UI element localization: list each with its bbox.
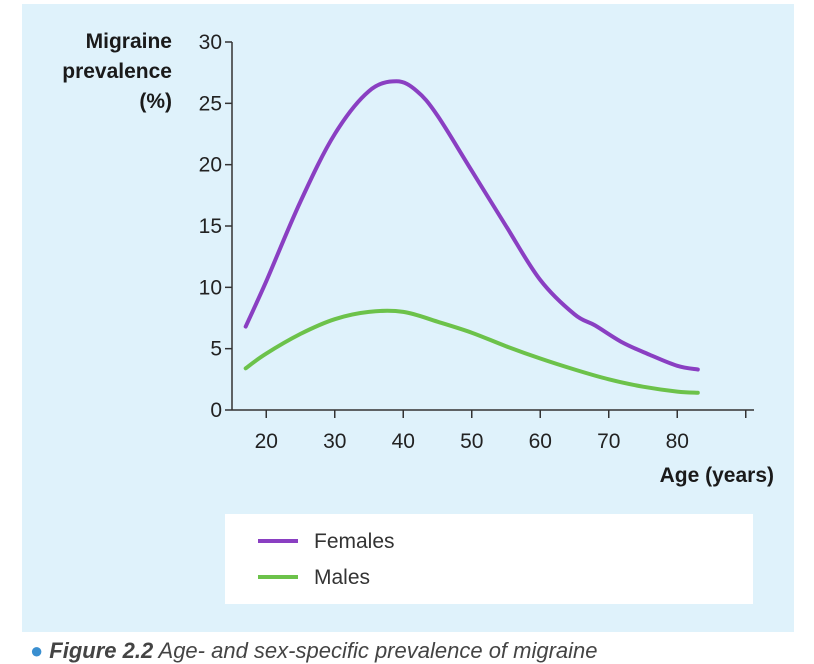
legend-label-females: Females xyxy=(314,530,395,553)
y-axis-title-line: prevalence xyxy=(62,60,172,83)
x-tick-label: 40 xyxy=(392,430,415,453)
x-tick-label: 80 xyxy=(666,430,689,453)
x-tick-label: 50 xyxy=(460,430,483,453)
x-tick-label: 30 xyxy=(323,430,346,453)
y-axis-title-line: Migraine xyxy=(86,30,172,53)
y-tick-label: 15 xyxy=(199,215,222,238)
y-tick-label: 0 xyxy=(210,399,222,422)
y-tick-label: 10 xyxy=(199,276,222,299)
series-line-females xyxy=(243,79,700,372)
y-axis-title-line: (%) xyxy=(139,90,172,113)
x-axis-title: Age (years) xyxy=(660,464,774,487)
figure-caption: ● Figure 2.2 Age- and sex-specific preval… xyxy=(30,638,598,664)
series-line-males xyxy=(243,308,700,395)
y-tick-label: 20 xyxy=(199,154,222,177)
y-tick-label: 25 xyxy=(199,92,222,115)
x-tick-label: 20 xyxy=(255,430,278,453)
x-tick-label: 60 xyxy=(529,430,552,453)
x-tick-label: 70 xyxy=(597,430,620,453)
chart-panel: 05101520253020304050607080100Migrainepre… xyxy=(22,4,794,632)
y-tick-label: 30 xyxy=(199,31,222,54)
bullet-icon: ● xyxy=(30,638,44,663)
migraine-prevalence-chart: 05101520253020304050607080100Migrainepre… xyxy=(62,30,774,604)
legend-box xyxy=(225,514,753,604)
legend-label-males: Males xyxy=(314,566,370,589)
figure-label: Figure 2.2 xyxy=(49,638,154,663)
y-tick-label: 5 xyxy=(210,338,222,361)
caption-text: Age- and sex-specific prevalence of migr… xyxy=(158,638,598,663)
